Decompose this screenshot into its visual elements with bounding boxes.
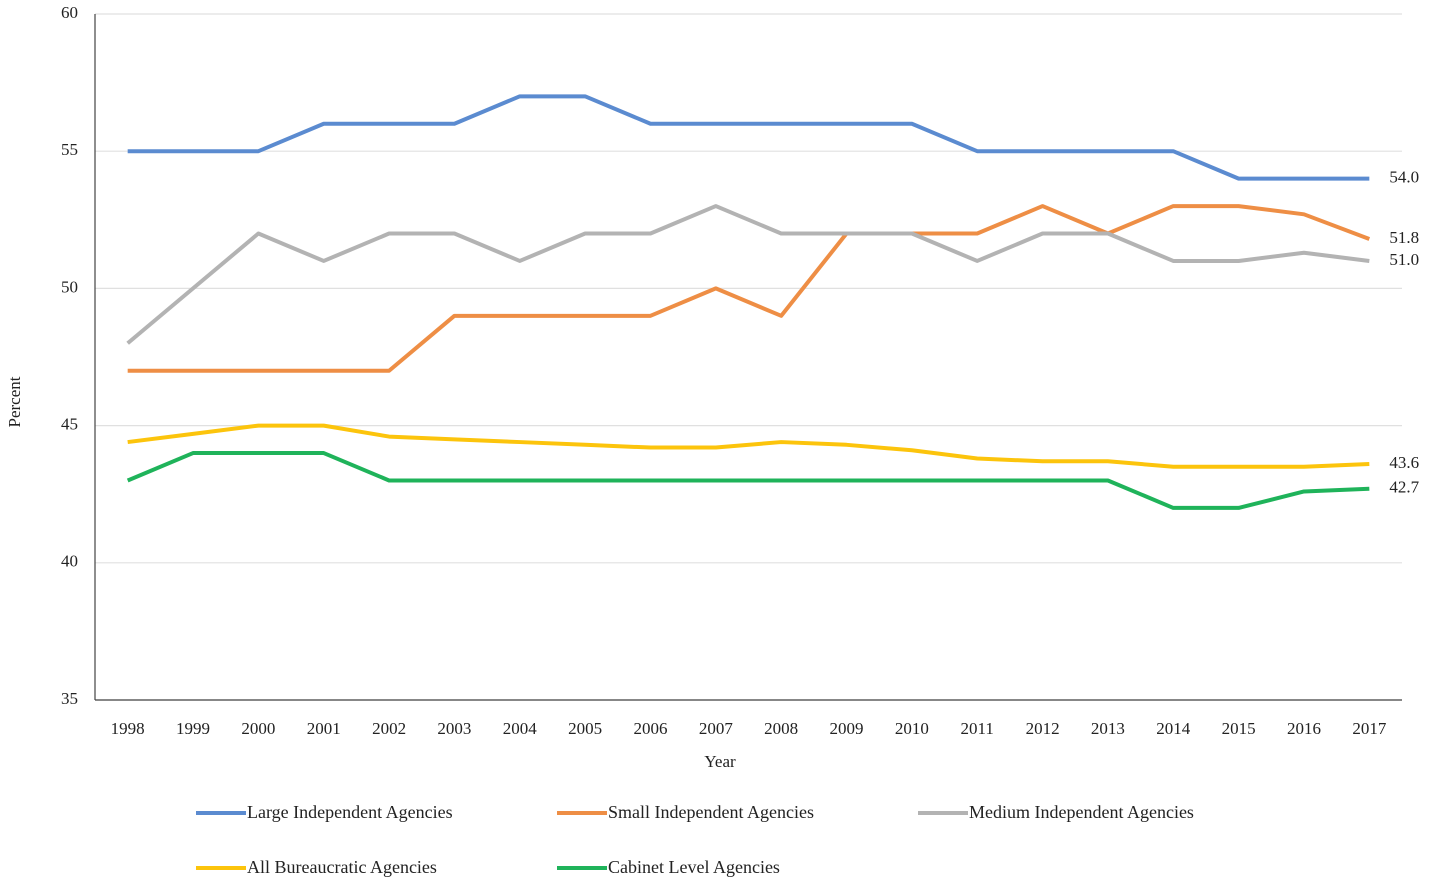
y-axis-title: Percent [5,376,24,427]
legend-label: Medium Independent Agencies [969,802,1194,822]
value-label: 43.6 [1389,453,1419,472]
x-tick-label: 2015 [1222,719,1256,738]
legend-label: Large Independent Agencies [247,802,453,822]
y-tick-label: 55 [61,140,78,159]
x-tick-label: 2016 [1287,719,1321,738]
series-line [127,423,1370,469]
x-tick-label: 1999 [176,719,210,738]
series-line [127,204,1371,373]
x-tick-label: 2007 [699,719,734,738]
y-tick-label: 35 [61,689,78,708]
y-tick-label: 40 [61,552,78,571]
value-label: 51.0 [1389,250,1419,269]
legend-label: Small Independent Agencies [608,802,814,822]
x-tick-label: 2010 [895,719,929,738]
x-tick-label: 2000 [241,719,275,738]
value-label: 51.8 [1389,228,1419,247]
x-tick-label: 2014 [1156,719,1191,738]
x-axis-title: Year [704,752,736,771]
x-tick-label: 2013 [1091,719,1125,738]
x-tick-label: 2017 [1352,719,1387,738]
value-label: 54.0 [1389,168,1419,187]
x-tick-label: 2006 [633,719,667,738]
x-tick-label: 2003 [437,719,471,738]
x-tick-label: 2001 [307,719,341,738]
x-tick-label: 2004 [503,719,538,738]
legend-label: Cabinet Level Agencies [608,857,780,877]
y-tick-label: 50 [61,277,78,296]
x-tick-label: 2005 [568,719,602,738]
x-tick-label: 2012 [1026,719,1060,738]
legend-label: All Bureaucratic Agencies [247,857,437,877]
series-line [126,204,1370,345]
x-tick-label: 1998 [111,719,145,738]
y-tick-label: 45 [61,415,78,434]
series-line [127,94,1370,181]
y-tick-label: 60 [61,3,78,22]
value-label: 42.7 [1389,478,1419,497]
x-tick-label: 2011 [961,719,994,738]
x-tick-label: 2009 [830,719,864,738]
series-line [126,451,1370,510]
x-tick-label: 2008 [764,719,798,738]
x-tick-label: 2002 [372,719,406,738]
